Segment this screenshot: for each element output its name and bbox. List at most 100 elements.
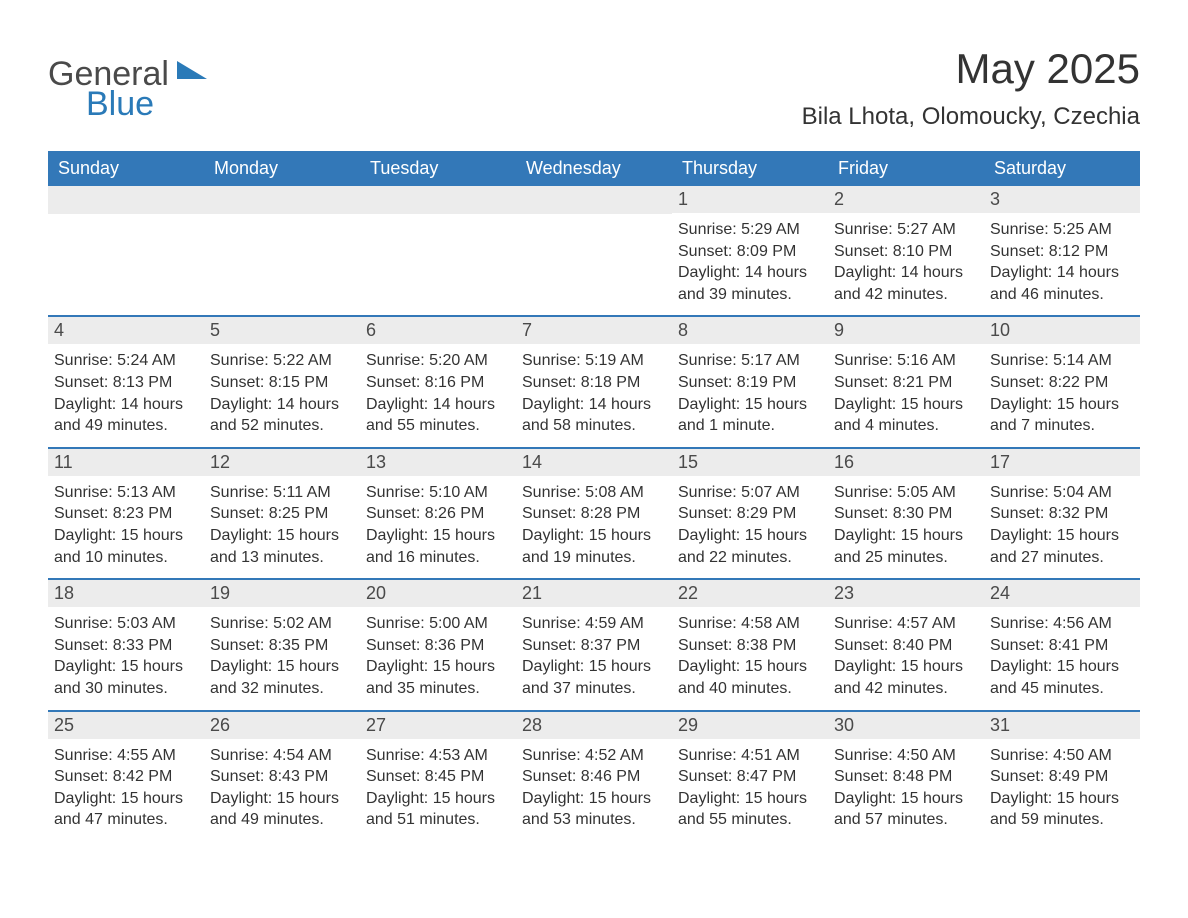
week-row: 1 Sunrise: 5:29 AMSunset: 8:09 PMDaylight… (48, 186, 1140, 315)
day-cell: 14Sunrise: 5:08 AMSunset: 8:28 PMDayligh… (516, 449, 672, 578)
day-number: 13 (360, 449, 516, 476)
weekday-label: Tuesday (360, 151, 516, 186)
sunrise-text: Sunrise: 4:54 AM (210, 745, 354, 767)
sunrise-text: Sunrise: 5:11 AM (210, 482, 354, 504)
day-cell: 29Sunrise: 4:51 AMSunset: 8:47 PMDayligh… (672, 712, 828, 841)
daylight-text: Daylight: 15 hours and 40 minutes. (678, 656, 822, 699)
day-cell: 3Sunrise: 5:25 AMSunset: 8:12 PMDaylight… (984, 186, 1140, 315)
sunset-text: Sunset: 8:23 PM (54, 503, 198, 525)
day-number: 31 (984, 712, 1140, 739)
day-cell: 31Sunrise: 4:50 AMSunset: 8:49 PMDayligh… (984, 712, 1140, 841)
day-number: 26 (204, 712, 360, 739)
day-number: 7 (516, 317, 672, 344)
flag-icon (177, 57, 207, 84)
location-subtitle: Bila Lhota, Olomoucky, Czechia (802, 103, 1140, 131)
sunrise-text: Sunrise: 4:55 AM (54, 745, 198, 767)
sunset-text: Sunset: 8:42 PM (54, 766, 198, 788)
sunset-text: Sunset: 8:16 PM (366, 372, 510, 394)
sunset-text: Sunset: 8:30 PM (834, 503, 978, 525)
day-info: Sunrise: 5:13 AMSunset: 8:23 PMDaylight:… (54, 482, 198, 568)
day-info: Sunrise: 4:55 AMSunset: 8:42 PMDaylight:… (54, 745, 198, 831)
sunset-text: Sunset: 8:25 PM (210, 503, 354, 525)
day-info: Sunrise: 5:00 AMSunset: 8:36 PMDaylight:… (366, 613, 510, 699)
daylight-text: Daylight: 15 hours and 19 minutes. (522, 525, 666, 568)
daylight-text: Daylight: 15 hours and 30 minutes. (54, 656, 198, 699)
daylight-text: Daylight: 15 hours and 47 minutes. (54, 788, 198, 831)
day-info: Sunrise: 5:04 AMSunset: 8:32 PMDaylight:… (990, 482, 1134, 568)
week-row: 4Sunrise: 5:24 AMSunset: 8:13 PMDaylight… (48, 315, 1140, 446)
sunrise-text: Sunrise: 5:07 AM (678, 482, 822, 504)
sunset-text: Sunset: 8:49 PM (990, 766, 1134, 788)
day-cell: 25 Sunrise: 4:55 AMSunset: 8:42 PMDayligh… (48, 712, 204, 841)
sunrise-text: Sunrise: 4:52 AM (522, 745, 666, 767)
daylight-text: Daylight: 15 hours and 13 minutes. (210, 525, 354, 568)
sunrise-text: Sunrise: 5:22 AM (210, 350, 354, 372)
sunrise-text: Sunrise: 5:25 AM (990, 219, 1134, 241)
daylight-text: Daylight: 15 hours and 27 minutes. (990, 525, 1134, 568)
day-number: 4 (48, 317, 204, 344)
day-number: 17 (984, 449, 1140, 476)
sunrise-text: Sunrise: 5:19 AM (522, 350, 666, 372)
daylight-text: Daylight: 15 hours and 37 minutes. (522, 656, 666, 699)
day-cell: 10Sunrise: 5:14 AMSunset: 8:22 PMDayligh… (984, 317, 1140, 446)
sunset-text: Sunset: 8:22 PM (990, 372, 1134, 394)
day-number: 15 (672, 449, 828, 476)
sunrise-text: Sunrise: 4:53 AM (366, 745, 510, 767)
day-number: 21 (516, 580, 672, 607)
day-info: Sunrise: 5:17 AMSunset: 8:19 PMDaylight:… (678, 350, 822, 436)
day-number (48, 186, 204, 214)
weekday-label: Saturday (984, 151, 1140, 186)
day-info: Sunrise: 5:11 AMSunset: 8:25 PMDaylight:… (210, 482, 354, 568)
sunset-text: Sunset: 8:28 PM (522, 503, 666, 525)
sunrise-text: Sunrise: 4:56 AM (990, 613, 1134, 635)
daylight-text: Daylight: 14 hours and 39 minutes. (678, 262, 822, 305)
sunrise-text: Sunrise: 4:51 AM (678, 745, 822, 767)
day-info: Sunrise: 5:22 AMSunset: 8:15 PMDaylight:… (210, 350, 354, 436)
day-number: 16 (828, 449, 984, 476)
title-block: May 2025 Bila Lhota, Olomoucky, Czechia (802, 45, 1140, 131)
day-number: 28 (516, 712, 672, 739)
calendar: Sunday Monday Tuesday Wednesday Thursday… (48, 151, 1140, 841)
daylight-text: Daylight: 14 hours and 42 minutes. (834, 262, 978, 305)
weekday-header: Sunday Monday Tuesday Wednesday Thursday… (48, 151, 1140, 186)
sunrise-text: Sunrise: 5:04 AM (990, 482, 1134, 504)
day-cell: 13 Sunrise: 5:10 AMSunset: 8:26 PMDayligh… (360, 449, 516, 578)
sunset-text: Sunset: 8:21 PM (834, 372, 978, 394)
day-cell: 26Sunrise: 4:54 AMSunset: 8:43 PMDayligh… (204, 712, 360, 841)
daylight-text: Daylight: 14 hours and 55 minutes. (366, 394, 510, 437)
sunset-text: Sunset: 8:38 PM (678, 635, 822, 657)
day-info: Sunrise: 5:14 AMSunset: 8:22 PMDaylight:… (990, 350, 1134, 436)
day-cell: 15Sunrise: 5:07 AMSunset: 8:29 PMDayligh… (672, 449, 828, 578)
sunset-text: Sunset: 8:41 PM (990, 635, 1134, 657)
day-info: Sunrise: 4:53 AMSunset: 8:45 PMDaylight:… (366, 745, 510, 831)
sunrise-text: Sunrise: 5:03 AM (54, 613, 198, 635)
day-info: Sunrise: 5:29 AMSunset: 8:09 PMDaylight:… (678, 219, 822, 305)
daylight-text: Daylight: 15 hours and 59 minutes. (990, 788, 1134, 831)
sunset-text: Sunset: 8:46 PM (522, 766, 666, 788)
day-info: Sunrise: 5:20 AMSunset: 8:16 PMDaylight:… (366, 350, 510, 436)
day-info: Sunrise: 5:05 AMSunset: 8:30 PMDaylight:… (834, 482, 978, 568)
day-cell: 7 Sunrise: 5:19 AMSunset: 8:18 PMDaylight… (516, 317, 672, 446)
sunset-text: Sunset: 8:33 PM (54, 635, 198, 657)
header: General Blue May 2025 Bila Lhota, Olomou… (48, 45, 1140, 131)
day-number: 1 (672, 186, 828, 213)
day-number: 25 (48, 712, 204, 739)
sunrise-text: Sunrise: 4:58 AM (678, 613, 822, 635)
day-info: Sunrise: 5:10 AMSunset: 8:26 PMDaylight:… (366, 482, 510, 568)
day-number: 30 (828, 712, 984, 739)
sunset-text: Sunset: 8:15 PM (210, 372, 354, 394)
day-cell: 20Sunrise: 5:00 AMSunset: 8:36 PMDayligh… (360, 580, 516, 709)
day-cell (360, 186, 516, 315)
daylight-text: Daylight: 15 hours and 35 minutes. (366, 656, 510, 699)
daylight-text: Daylight: 15 hours and 22 minutes. (678, 525, 822, 568)
daylight-text: Daylight: 15 hours and 32 minutes. (210, 656, 354, 699)
day-info: Sunrise: 5:19 AMSunset: 8:18 PMDaylight:… (522, 350, 666, 436)
sunrise-text: Sunrise: 5:08 AM (522, 482, 666, 504)
weekday-label: Friday (828, 151, 984, 186)
day-cell: 27Sunrise: 4:53 AMSunset: 8:45 PMDayligh… (360, 712, 516, 841)
daylight-text: Daylight: 14 hours and 46 minutes. (990, 262, 1134, 305)
day-number: 2 (828, 186, 984, 213)
day-cell (516, 186, 672, 315)
day-number: 8 (672, 317, 828, 344)
sunset-text: Sunset: 8:10 PM (834, 241, 978, 263)
